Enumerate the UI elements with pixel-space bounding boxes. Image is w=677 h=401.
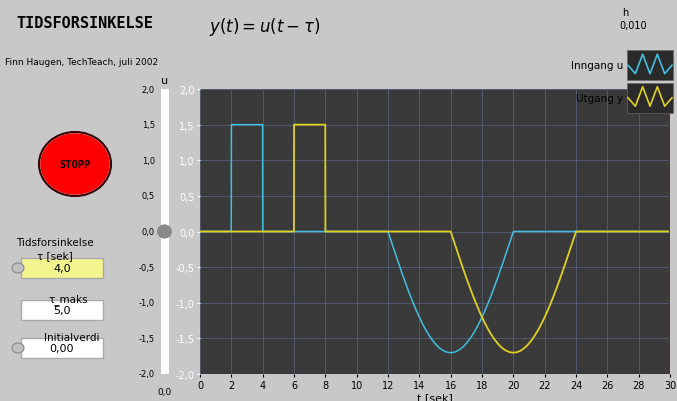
X-axis label: t [sek]: t [sek] xyxy=(417,392,453,401)
Text: 0,00: 0,00 xyxy=(49,343,74,353)
FancyBboxPatch shape xyxy=(21,258,103,278)
Text: 2,0: 2,0 xyxy=(142,85,155,94)
Text: u: u xyxy=(161,76,168,86)
Text: 1,0: 1,0 xyxy=(142,156,155,165)
Bar xyxy=(160,90,169,374)
FancyBboxPatch shape xyxy=(21,300,103,320)
Text: 0,0: 0,0 xyxy=(142,227,155,237)
Ellipse shape xyxy=(41,135,109,194)
Text: 4,0: 4,0 xyxy=(53,263,71,273)
Text: 5,0: 5,0 xyxy=(53,305,71,315)
FancyBboxPatch shape xyxy=(160,0,169,401)
Text: STOPP: STOPP xyxy=(60,160,91,170)
Text: -1,0: -1,0 xyxy=(139,298,155,308)
Text: τ [sek]: τ [sek] xyxy=(37,250,73,260)
Text: 0,5: 0,5 xyxy=(142,192,155,201)
Text: Utgang y: Utgang y xyxy=(575,93,623,103)
Ellipse shape xyxy=(12,263,24,273)
Text: τ_maks: τ_maks xyxy=(48,294,88,305)
Ellipse shape xyxy=(158,225,171,238)
Text: -0,5: -0,5 xyxy=(139,263,155,272)
Text: 1,5: 1,5 xyxy=(142,121,155,130)
Text: -1,5: -1,5 xyxy=(139,334,155,343)
Text: Initialverdi: Initialverdi xyxy=(44,332,100,342)
FancyBboxPatch shape xyxy=(627,83,673,113)
Text: TIDSFORSINKELSE: TIDSFORSINKELSE xyxy=(16,16,154,31)
Text: 0,0: 0,0 xyxy=(157,387,172,397)
Text: Finn Haugen, TechTeach, juli 2002: Finn Haugen, TechTeach, juli 2002 xyxy=(5,58,158,67)
Text: 0,010: 0,010 xyxy=(619,21,647,31)
Text: Inngang u: Inngang u xyxy=(571,61,623,71)
FancyBboxPatch shape xyxy=(21,338,103,358)
FancyBboxPatch shape xyxy=(627,51,673,81)
Text: Tidsforsinkelse: Tidsforsinkelse xyxy=(16,237,94,247)
Text: -2,0: -2,0 xyxy=(139,370,155,379)
Text: $y(t) = u(t - \tau)$: $y(t) = u(t - \tau)$ xyxy=(209,16,320,37)
Ellipse shape xyxy=(12,343,24,353)
Text: h: h xyxy=(622,8,628,18)
